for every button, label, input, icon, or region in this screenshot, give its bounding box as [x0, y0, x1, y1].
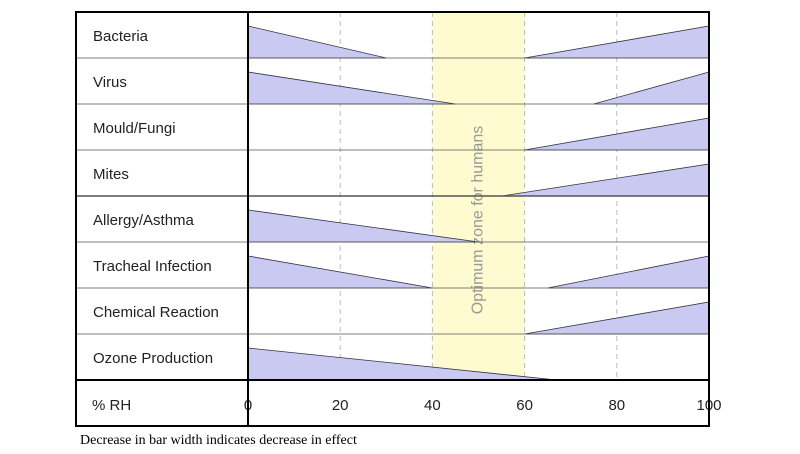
- decreasing-wedge: [247, 71, 456, 105]
- caption: Decrease in bar width indicates decrease…: [80, 433, 357, 448]
- row-label: Ozone Production: [93, 350, 213, 367]
- row-label: Tracheal Infection: [93, 258, 212, 275]
- x-tick-label: 60: [516, 397, 533, 414]
- x-axis-label: % RH: [92, 397, 131, 414]
- x-tick-label: 80: [608, 397, 625, 414]
- increasing-wedge: [593, 71, 710, 105]
- frame: [75, 11, 710, 427]
- decreasing-wedge: [247, 255, 433, 289]
- row-label: Virus: [93, 74, 127, 91]
- increasing-wedge: [547, 255, 710, 289]
- increasing-wedge: [501, 163, 710, 197]
- row-label: Chemical Reaction: [93, 304, 219, 321]
- x-tick-label: 40: [424, 397, 441, 414]
- increasing-wedge: [524, 301, 710, 335]
- zone-label: Optimum zone for humans: [470, 126, 487, 315]
- x-tick-label: 20: [332, 397, 349, 414]
- row-label: Bacteria: [93, 28, 149, 45]
- row-label: Allergy/Asthma: [93, 212, 195, 229]
- row-label: Mites: [93, 166, 129, 183]
- row-label: Mould/Fungi: [93, 120, 176, 137]
- decreasing-wedge: [247, 25, 387, 59]
